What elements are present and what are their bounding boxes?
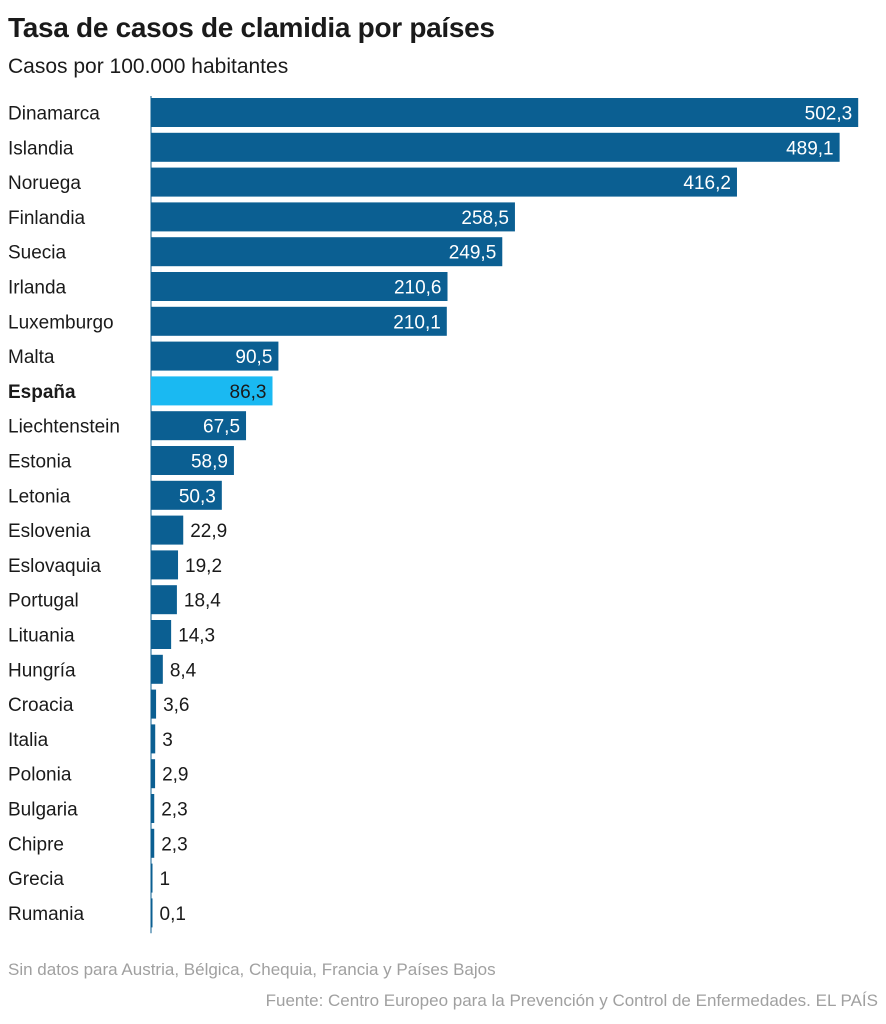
value-label: 2,3 [161,800,187,821]
category-label: Estonia [8,452,72,473]
bar [151,132,840,162]
value-label: 1 [160,869,171,890]
bar [151,341,279,371]
category-label: Grecia [8,869,64,890]
chart-subtitle: Casos por 100.000 habitantes [8,55,289,78]
value-label: 489,1 [786,138,834,159]
value-label: 67,5 [203,417,240,438]
bar-chart: Dinamarca 502,3 Islandia 489,1 Noruega 416,2 F… [8,96,859,934]
value-label: 18,4 [184,591,221,612]
bar [151,515,184,545]
value-label: 210,6 [394,278,442,299]
value-label: 3,6 [163,695,189,716]
category-label: España [8,382,76,403]
bar [151,376,273,406]
category-label: Irlanda [8,278,67,299]
source-credit: Fuente: Centro Europeo para la Prevenció… [265,991,878,1010]
value-label: 0,1 [160,904,186,925]
bar [151,620,172,649]
category-label: Luxemburgo [8,312,114,333]
category-label: Rumania [8,904,84,925]
bar [151,863,153,893]
value-label: 502,3 [805,104,853,125]
bar [151,202,515,232]
bar [151,411,247,441]
bar [151,828,155,858]
bar [151,550,179,580]
category-label: Islandia [8,138,74,159]
value-label: 22,9 [190,521,227,542]
bar [151,480,222,510]
bar [151,689,157,719]
value-label: 3 [162,730,173,751]
bar [151,585,177,615]
value-label: 14,3 [178,626,215,647]
bar [151,898,153,928]
category-label: Dinamarca [8,104,100,125]
value-label: 86,3 [230,382,267,403]
value-label: 19,2 [185,556,222,577]
category-label: Finlandia [8,208,86,229]
value-label: 50,3 [179,486,216,507]
value-label: 249,5 [449,243,497,264]
value-label: 210,1 [393,312,441,333]
category-label: Eslovenia [8,521,91,542]
category-label: Hungría [8,660,76,681]
category-label: Polonia [8,765,72,786]
category-label: Bulgaria [8,800,78,821]
bar [151,654,163,684]
bar [151,98,859,127]
category-label: Portugal [8,591,79,612]
category-label: Malta [8,347,55,368]
bar [151,167,737,197]
category-label: Lituania [8,626,75,647]
bar [151,306,447,336]
category-label: Liechtenstein [8,417,120,438]
category-label: Noruega [8,173,81,194]
value-label: 90,5 [235,347,272,368]
category-label: Eslovaquia [8,556,101,577]
category-label: Croacia [8,695,74,716]
value-label: 8,4 [170,660,197,681]
value-label: 2,3 [161,834,187,855]
value-label: 2,9 [162,765,188,786]
chart-title: Tasa de casos de clamidia por países [8,12,495,43]
category-label: Letonia [8,486,71,507]
bar [151,237,503,267]
category-label: Suecia [8,243,67,264]
bar [151,272,448,301]
bar [151,759,156,789]
value-label: 58,9 [191,452,228,473]
value-label: 416,2 [683,173,731,194]
value-label: 258,5 [461,208,509,229]
bar [151,724,156,754]
bar [151,446,234,475]
missing-data-note: Sin datos para Austria, Bélgica, Chequia… [8,960,496,979]
category-label: Chipre [8,834,64,855]
bar [151,794,155,823]
category-label: Italia [8,730,49,751]
